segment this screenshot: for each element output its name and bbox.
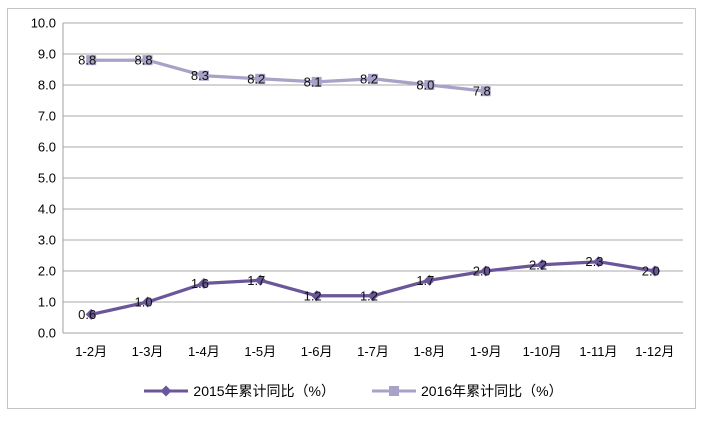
legend-label-2016: 2016年累计同比（%） xyxy=(421,383,563,399)
x-axis-tick-label: 1-7月 xyxy=(357,344,389,359)
data-point-marker xyxy=(85,308,97,320)
data-point-marker xyxy=(424,80,435,90)
data-point-label: 8.1 xyxy=(304,74,322,89)
data-point-label: 1.2 xyxy=(304,288,322,303)
y-axis-tick-label: 5.0 xyxy=(38,171,56,186)
data-point-marker xyxy=(592,256,604,268)
data-point-marker xyxy=(368,73,378,84)
legend-item-2015: 2015年累计同比（%） xyxy=(143,381,335,401)
data-point-marker xyxy=(142,55,153,66)
y-axis-tick-label: 9.0 xyxy=(38,47,56,62)
legend-marker-2015-diamond-icon xyxy=(144,385,189,397)
data-point-label: 2.3 xyxy=(585,254,603,269)
x-axis-tick-label: 1-4月 xyxy=(188,344,220,359)
data-point-marker xyxy=(311,76,322,87)
data-point-label: 8.0 xyxy=(416,78,434,93)
x-axis-tick-label: 1-9月 xyxy=(470,344,502,359)
data-point-marker xyxy=(255,73,266,84)
y-axis-tick-label: 6.0 xyxy=(38,140,56,155)
x-axis-tick-label: 1-8月 xyxy=(413,344,445,359)
y-axis-tick-label: 7.0 xyxy=(38,109,56,124)
data-point-marker xyxy=(480,265,492,277)
data-point-label: 1.2 xyxy=(360,288,378,303)
data-point-label: 2.0 xyxy=(473,264,491,279)
data-point-marker xyxy=(311,290,323,302)
data-point-label: 8.2 xyxy=(247,71,265,86)
legend-label-2015: 2015年累计同比（%） xyxy=(193,383,335,399)
x-axis-tick-label: 1-2月 xyxy=(75,344,107,359)
y-axis-tick-label: 3.0 xyxy=(38,233,56,248)
data-point-marker xyxy=(649,265,661,277)
y-axis-tick-label: 2.0 xyxy=(38,264,56,279)
data-point-label: 1.0 xyxy=(135,295,153,310)
data-point-marker xyxy=(367,290,379,302)
data-point-label: 2.0 xyxy=(642,264,660,279)
x-axis-tick-label: 1-6月 xyxy=(301,344,333,359)
legend-marker-2016-square-icon xyxy=(372,386,416,396)
data-point-label: 1.6 xyxy=(191,276,209,291)
data-point-label: 1.7 xyxy=(416,273,434,288)
data-point-marker xyxy=(198,70,209,81)
series-line-1 xyxy=(91,58,486,93)
data-point-label: 2.2 xyxy=(529,257,547,272)
data-point-marker xyxy=(480,86,491,97)
data-point-label: 0.6 xyxy=(78,307,96,322)
x-axis-tick-label: 1-10月 xyxy=(523,344,562,359)
data-point-marker xyxy=(423,274,435,286)
y-axis-tick-label: 0.0 xyxy=(38,326,56,341)
data-point-marker xyxy=(254,274,266,286)
y-axis-tick-label: 1.0 xyxy=(38,295,56,310)
y-axis-tick-label: 10.0 xyxy=(31,16,56,31)
data-point-label: 8.8 xyxy=(135,53,153,68)
data-point-marker xyxy=(142,296,154,308)
y-axis-tick-label: 4.0 xyxy=(38,202,56,217)
data-point-label: 7.8 xyxy=(473,84,491,99)
data-point-label: 8.8 xyxy=(78,53,96,68)
legend: 2015年累计同比（%） 2016年累计同比（%） xyxy=(0,381,706,401)
x-axis-tick-label: 1-11月 xyxy=(579,344,617,359)
y-axis-tick-label: 8.0 xyxy=(38,78,56,93)
x-axis-tick-label: 1-5月 xyxy=(244,344,276,359)
x-axis-tick-label: 1-12月 xyxy=(635,344,674,359)
x-axis-tick-label: 1-3月 xyxy=(132,344,164,359)
data-point-marker xyxy=(198,277,210,289)
data-point-label: 8.2 xyxy=(360,71,378,86)
data-point-marker xyxy=(536,259,548,271)
data-point-label: 1.7 xyxy=(247,273,265,288)
legend-item-2016: 2016年累计同比（%） xyxy=(371,381,563,401)
data-point-marker xyxy=(86,55,97,66)
data-point-label: 8.3 xyxy=(191,68,209,83)
